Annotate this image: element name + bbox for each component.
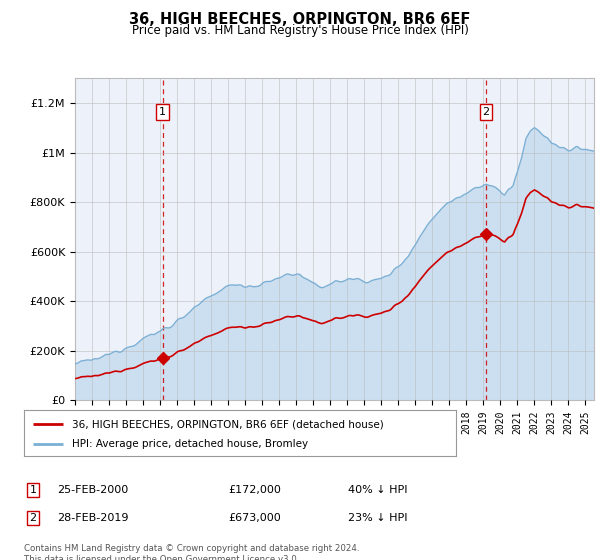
Text: 1: 1 bbox=[29, 485, 37, 495]
Text: £673,000: £673,000 bbox=[228, 513, 281, 523]
Text: £172,000: £172,000 bbox=[228, 485, 281, 495]
Text: 40% ↓ HPI: 40% ↓ HPI bbox=[348, 485, 407, 495]
Text: 36, HIGH BEECHES, ORPINGTON, BR6 6EF (detached house): 36, HIGH BEECHES, ORPINGTON, BR6 6EF (de… bbox=[71, 419, 383, 430]
Text: 1: 1 bbox=[159, 107, 166, 117]
Text: HPI: Average price, detached house, Bromley: HPI: Average price, detached house, Brom… bbox=[71, 438, 308, 449]
Text: 2: 2 bbox=[29, 513, 37, 523]
Text: 36, HIGH BEECHES, ORPINGTON, BR6 6EF: 36, HIGH BEECHES, ORPINGTON, BR6 6EF bbox=[130, 12, 470, 27]
Text: 2: 2 bbox=[482, 107, 490, 117]
Text: 23% ↓ HPI: 23% ↓ HPI bbox=[348, 513, 407, 523]
Text: Price paid vs. HM Land Registry's House Price Index (HPI): Price paid vs. HM Land Registry's House … bbox=[131, 24, 469, 36]
Text: 25-FEB-2000: 25-FEB-2000 bbox=[57, 485, 128, 495]
Text: Contains HM Land Registry data © Crown copyright and database right 2024.
This d: Contains HM Land Registry data © Crown c… bbox=[24, 544, 359, 560]
Text: 28-FEB-2019: 28-FEB-2019 bbox=[57, 513, 128, 523]
